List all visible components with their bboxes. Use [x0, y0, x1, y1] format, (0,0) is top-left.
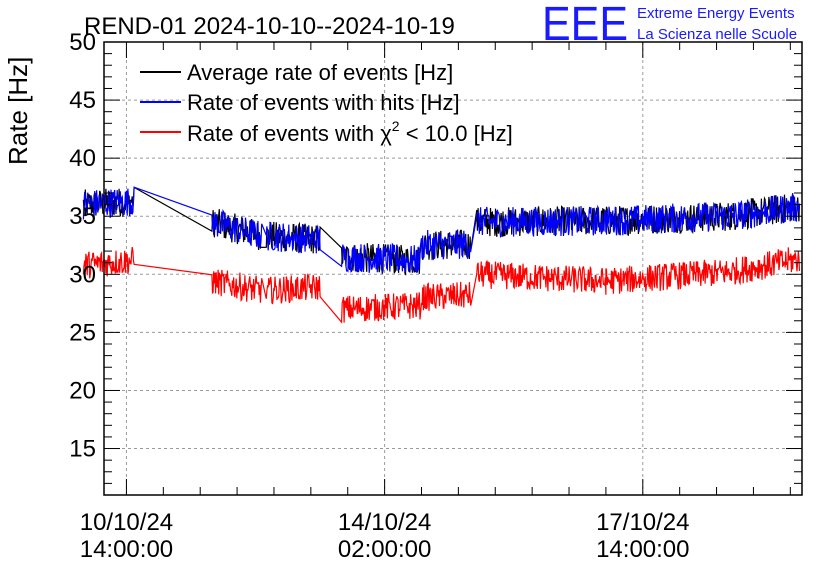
x-tick-label-time: 02:00:00: [338, 536, 431, 563]
plot-border: [103, 41, 803, 496]
legend-label-chi2: Rate of events with χ2 < 10.0 [Hz]: [187, 118, 513, 146]
series-group: [82, 186, 801, 324]
legend-label-average: Average rate of events [Hz]: [187, 60, 453, 85]
y-tick-label: 40: [69, 145, 96, 172]
plot-frame: [103, 41, 803, 496]
y-tick-label: 30: [69, 261, 96, 288]
org-name-line2: La Scienza nelle Scuole: [637, 26, 797, 43]
y-tick-label: 25: [69, 319, 96, 346]
legend-chi2-symbol: χ: [380, 121, 392, 146]
x-tick-label-date: 10/10/24: [80, 509, 173, 536]
y-tick-label: 15: [69, 436, 96, 463]
chart-title: REND-01 2024-10-10--2024-10-19: [84, 13, 455, 40]
y-tick-label: 45: [69, 87, 96, 114]
x-tick-label-time: 14:00:00: [80, 536, 173, 563]
legend-chi2-prefix: Rate of events with: [187, 121, 380, 146]
legend: Average rate of events [Hz] Rate of even…: [140, 60, 513, 146]
org-name-line1: Extreme Energy Events: [637, 5, 795, 22]
legend-label-hits: Rate of events with hits [Hz]: [187, 90, 460, 115]
x-tick-label-date: 17/10/24: [596, 509, 689, 536]
y-axis-label: Rate [Hz]: [3, 57, 33, 165]
y-tick-label: 20: [69, 377, 96, 404]
y-tick-label: 35: [69, 203, 96, 230]
legend-chi2-suffix: < 10.0 [Hz]: [400, 121, 513, 146]
x-tick-labels: 10/10/2414:00:0014/10/2402:00:0017/10/24…: [80, 509, 690, 563]
y-tick-labels: 15 20 25 30 35 40 45 50: [69, 29, 96, 463]
x-tick-label-time: 14:00:00: [596, 536, 689, 563]
series-chi2: [82, 246, 801, 324]
legend-chi2-sup: 2: [392, 118, 400, 134]
series-hits: [82, 186, 801, 274]
series-line-chi2: [82, 246, 801, 324]
eee-logo: EEE: [542, 0, 628, 51]
y-tick-label: 50: [69, 29, 96, 56]
x-tick-label-date: 14/10/24: [338, 509, 431, 536]
series-line-hits: [82, 186, 801, 274]
